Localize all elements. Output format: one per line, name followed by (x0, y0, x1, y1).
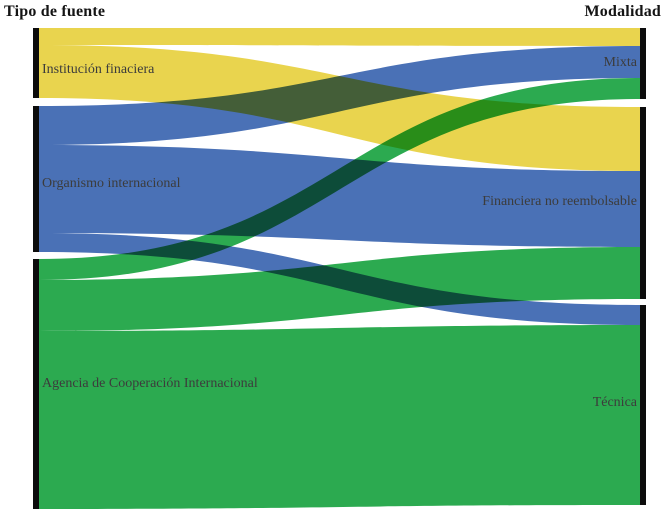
node-bar-tecnica[interactable] (640, 305, 646, 505)
left-axis-title: Tipo de fuente (4, 3, 106, 20)
flow-agencia-financiera[interactable] (39, 247, 640, 331)
flow-institucion-mixta[interactable] (39, 28, 640, 46)
flow-organismo-mixta[interactable] (39, 46, 640, 145)
node-label-institucion: Institución finaciera (42, 62, 155, 77)
node-label-agencia: Agencia de Cooperación Internacional (42, 376, 258, 391)
node-label-mixta: Mixta (603, 55, 637, 70)
node-bar-institucion[interactable] (33, 28, 39, 98)
node-label-financiera: Financiera no reembolsable (482, 194, 637, 209)
node-label-organismo: Organismo internacional (42, 176, 181, 191)
node-bar-financiera[interactable] (640, 107, 646, 299)
node-bar-agencia[interactable] (33, 259, 39, 509)
flow-agencia-mixta[interactable] (39, 78, 640, 280)
right-axis-title: Modalidad (584, 3, 661, 20)
node-bar-organismo[interactable] (33, 106, 39, 252)
node-label-tecnica: Técnica (592, 395, 637, 410)
flow-agencia-tecnica[interactable] (39, 325, 640, 509)
flow-organismo-financiera[interactable] (39, 145, 640, 247)
node-bar-mixta[interactable] (640, 28, 646, 99)
